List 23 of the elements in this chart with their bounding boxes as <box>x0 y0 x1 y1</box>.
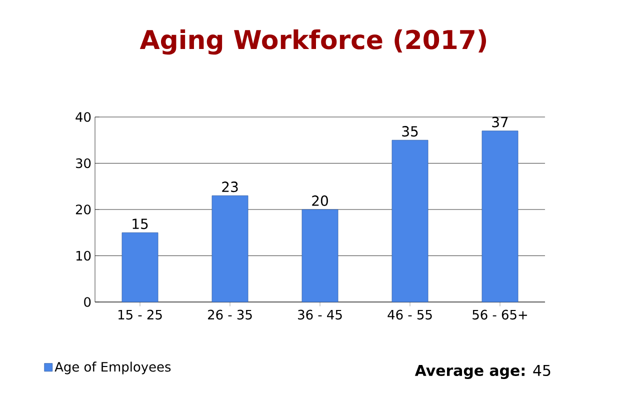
x-tick-label: 15 - 25 <box>118 310 162 320</box>
chart-title: Aging Workforce (2017) <box>140 29 486 55</box>
x-tick-label: 36 - 45 <box>298 310 342 320</box>
bar <box>212 195 248 302</box>
data-label: 20 <box>312 195 328 206</box>
text: Average age: 45 <box>414 364 550 380</box>
bar <box>302 209 338 302</box>
bar <box>392 140 428 302</box>
y-tick-label: 40 <box>76 112 91 122</box>
data-label: 37 <box>492 116 508 128</box>
y-tick-label: 20 <box>76 204 91 214</box>
y-tick-label: 30 <box>76 158 91 168</box>
data-label: 23 <box>222 182 238 192</box>
x-tick-label: 56 - 65+ <box>472 310 527 320</box>
legend-label: Age of Employees <box>54 362 171 374</box>
data-label: 15 <box>132 218 148 230</box>
x-tick-label: 26 - 35 <box>208 310 252 320</box>
bar <box>122 232 158 302</box>
y-tick-label: 0 <box>84 297 91 307</box>
y-tick-label: 10 <box>76 250 91 261</box>
bar <box>482 130 518 302</box>
data-label: 35 <box>402 126 418 137</box>
x-tick-label: 46 - 55 <box>388 310 432 320</box>
